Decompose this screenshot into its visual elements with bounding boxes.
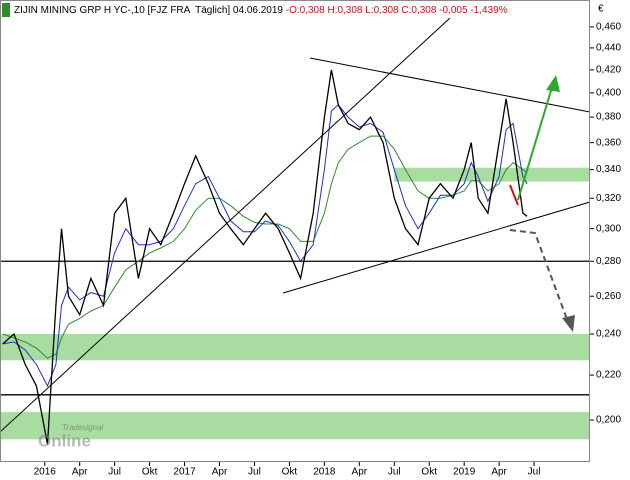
x-tick-label: Okt (282, 467, 298, 478)
watermark-text: Tradesignal (62, 423, 103, 432)
y-tick-label: 0,460 (596, 22, 621, 33)
zone (0, 334, 590, 361)
chart-title: ZIJIN MINING GRP H YC-,10 [FJZ FRA Tägli… (14, 5, 508, 16)
y-tick-label: 0,240 (596, 329, 621, 340)
y-tick-label: 0,260 (596, 291, 621, 302)
x-tick-label: Okt (142, 467, 158, 478)
header: ZIJIN MINING GRP H YC-,10 [FJZ FRA Tägli… (2, 3, 508, 17)
zone (0, 412, 590, 440)
green-arrow (517, 83, 554, 201)
x-tick-label: 2018 (313, 467, 336, 478)
plot-frame (0, 0, 590, 462)
x-tick-label: Apr (352, 467, 368, 478)
green-arrowhead (546, 75, 560, 92)
x-tick-label: Jul (528, 467, 541, 478)
y-tick-label: 0,280 (596, 256, 621, 267)
series-line (2, 135, 528, 359)
plot-area (0, 69, 590, 445)
trend-line (309, 57, 591, 113)
x-tick-label: Apr (72, 467, 88, 478)
red-segment (509, 184, 519, 206)
trend-line (0, 17, 451, 433)
series-line (2, 69, 528, 445)
y-tick-label: 0,300 (596, 223, 621, 234)
y-tick-label: 0,400 (596, 88, 621, 99)
y-tick-label: 0,340 (596, 164, 621, 175)
y-tick-label: 0,320 (596, 193, 621, 204)
y-tick-label: 0,200 (596, 415, 621, 426)
y-tick-label: 0,380 (596, 112, 621, 123)
title-stats: -O:0,308 H:0,308 L:0,308 C:0,308 -0,005 … (286, 5, 508, 16)
grey-arrow (509, 229, 569, 323)
x-tick-label: Okt (421, 467, 437, 478)
x-tick-label: 2019 (453, 467, 476, 478)
series-line (2, 104, 528, 388)
x-tick-label: Jul (108, 467, 121, 478)
x-tick-label: Apr (491, 467, 507, 478)
x-tick-label: Jul (248, 467, 261, 478)
currency-label: € (598, 4, 604, 15)
x-tick-label: Apr (212, 467, 228, 478)
watermark-sub: Online (38, 431, 91, 450)
y-tick-label: 0,440 (596, 43, 621, 54)
y-tick-label: 0,220 (596, 370, 621, 381)
x-tick-label: Jul (388, 467, 401, 478)
trend-line (282, 201, 591, 294)
y-tick-label: 0,360 (596, 137, 621, 148)
title-text: ZIJIN MINING GRP H YC-,10 [FJZ FRA Tägli… (14, 5, 283, 16)
header-icon (2, 3, 10, 17)
annotations (0, 17, 591, 433)
y-tick-label: 0,420 (596, 65, 621, 76)
grey-arrowhead (562, 315, 575, 332)
zone (394, 167, 590, 182)
watermark: Tradesignal Online (38, 423, 103, 450)
x-tick-label: 2016 (34, 467, 57, 478)
x-tick-label: 2017 (173, 467, 196, 478)
